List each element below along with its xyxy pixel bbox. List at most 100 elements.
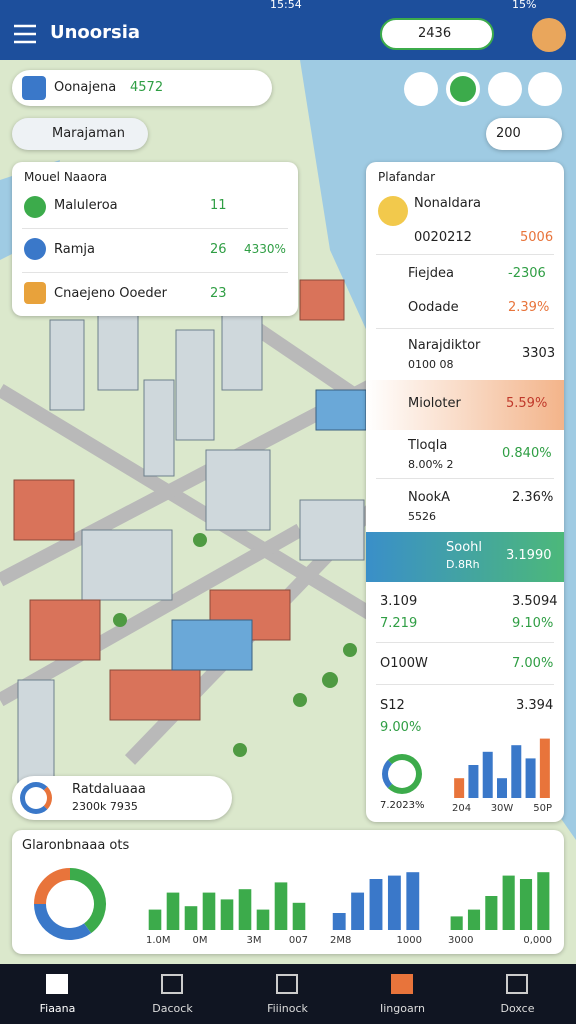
feature-value: 5006 — [520, 230, 554, 245]
stat-left: S12 — [380, 698, 405, 713]
bar — [454, 778, 465, 798]
clock: 15:54 — [270, 0, 302, 11]
summary-charts: 1.0M 0M 3M 007 2M8 1000 3000 0,000 — [34, 868, 552, 946]
nav-icon — [276, 974, 298, 994]
tool-button[interactable] — [488, 72, 522, 106]
bar — [238, 889, 252, 930]
bar — [502, 875, 515, 930]
nav-item[interactable]: Dacock — [115, 964, 230, 1024]
bar — [166, 892, 180, 930]
menu-button[interactable] — [14, 24, 38, 44]
location-title: Ratdaluaaa — [72, 782, 146, 797]
right-panel: Plafandar Nonaldara 0020212 5006 Fiejdea… — [366, 162, 564, 822]
stat-left: O100W — [380, 656, 428, 671]
app-title: Unoorsia — [50, 22, 141, 43]
stat-left-sub: 9.00% — [380, 720, 422, 735]
scale-label: 200 — [496, 126, 521, 141]
row-label: NookA — [408, 490, 451, 505]
divider — [376, 328, 554, 329]
bar — [292, 902, 306, 930]
nav-icon — [161, 974, 183, 994]
item-label: Cnaejeno Ooeder — [54, 286, 167, 301]
bar — [468, 765, 479, 798]
row-sub: 5526 — [408, 510, 436, 523]
item-icon — [24, 196, 46, 218]
row-label: Oodade — [408, 300, 459, 315]
highlight-row[interactable]: Mioloter 5.59% — [366, 380, 564, 430]
row-value: 3303 — [522, 346, 556, 361]
axis-label: 2M8 — [330, 935, 351, 946]
row-label: Fiejdea — [408, 266, 454, 281]
item-value: 11 — [210, 198, 227, 213]
bar — [497, 778, 507, 798]
highlight-row[interactable]: Soohl D.8Rh 3.1990 — [366, 532, 564, 582]
feature-icon — [378, 196, 408, 226]
panel-title: Plafandar — [378, 170, 436, 184]
item-label: Ramja — [54, 242, 95, 257]
location-subtitle: 2300k 7935 — [72, 800, 138, 813]
bar — [202, 892, 216, 930]
panel-title: Mouel Naaora — [24, 170, 108, 184]
row-sub: 0100 08 — [408, 358, 454, 371]
nav-label: Fiaana — [39, 1002, 76, 1015]
axis-label: 0,000 — [523, 935, 552, 946]
axis-label: 3M — [247, 935, 262, 946]
tool-button[interactable] — [528, 72, 562, 106]
item-label: Maluleroa — [54, 198, 118, 213]
nav-label: Doxce — [500, 1002, 535, 1015]
row-value: 2.39% — [508, 300, 550, 315]
nav-icon — [391, 974, 413, 994]
search-pill[interactable]: 2436 — [380, 18, 494, 50]
divider — [22, 272, 288, 273]
search-value: 4572 — [130, 80, 164, 95]
filter-chip[interactable]: Marajaman — [12, 118, 148, 150]
stat-right: 7.00% — [512, 656, 554, 671]
donut-segment — [69, 868, 106, 934]
search-icon — [22, 76, 46, 100]
divider — [376, 478, 554, 479]
stat-left-sub: 7.219 — [380, 616, 418, 631]
row-label: Narajdiktor — [408, 338, 481, 353]
nav-item[interactable]: Fiiinock — [230, 964, 345, 1024]
left-panel: Mouel Naaora Maluleroa 11 Ramja 26 4330%… — [12, 162, 298, 316]
avatar[interactable] — [532, 18, 566, 52]
nav-label: Fiiinock — [267, 1002, 308, 1015]
mini-caption: 7.2023% — [380, 800, 425, 811]
bar — [148, 909, 162, 930]
row-value: 3.1990 — [506, 548, 552, 563]
row-value: 0.840% — [502, 446, 552, 461]
nav-item[interactable]: Iingoarn — [345, 964, 460, 1024]
location-card[interactable]: Ratdaluaaa 2300k 7935 — [12, 776, 232, 820]
axis-label: 3000 — [448, 935, 473, 946]
donut-segment — [34, 903, 92, 940]
feature-name: Nonaldara — [414, 196, 482, 211]
summary-title: Glaronbnaaa ots — [22, 838, 130, 853]
nav-label: Iingoarn — [379, 1002, 426, 1015]
battery: 15% — [512, 0, 537, 11]
axis-label: 0M — [193, 935, 208, 946]
feature-code: 0020212 — [414, 230, 472, 245]
scale-chip[interactable]: 200 — [486, 118, 562, 150]
bar — [519, 879, 533, 930]
row-label: Soohl — [446, 540, 483, 555]
bar — [485, 896, 498, 930]
filter-label: Marajaman — [52, 126, 125, 141]
item-value: 26 — [210, 242, 227, 257]
row-sub: 8.00% 2 — [408, 458, 454, 471]
stat-right-sub: 9.10% — [512, 616, 554, 631]
row-sub: D.8Rh — [446, 558, 480, 571]
mini-donut — [382, 754, 422, 794]
search-card[interactable]: Oonajena 4572 — [12, 70, 272, 106]
nav-item[interactable]: Fiaana — [0, 964, 115, 1024]
nav-item[interactable]: Doxce — [460, 964, 575, 1024]
tool-button[interactable] — [446, 72, 480, 106]
axis-label: 1.0M — [146, 935, 171, 946]
location-icon — [20, 782, 52, 814]
row-value: -2306 — [508, 266, 546, 281]
item-value: 23 — [210, 286, 227, 301]
tool-button[interactable] — [404, 72, 438, 106]
row-value: 2.36% — [512, 490, 554, 505]
summary-card: Glaronbnaaa ots 1.0M 0M 3M 007 2M8 1000 3000 0,… — [12, 830, 564, 954]
